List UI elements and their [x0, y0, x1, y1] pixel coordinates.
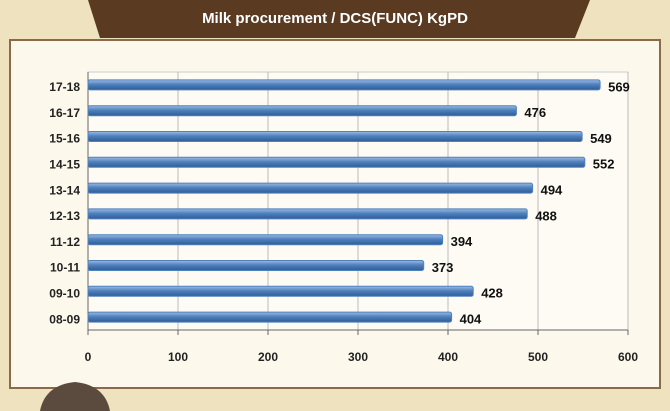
y-tick-label: 09-10	[49, 286, 80, 300]
y-tick-label: 16-17	[49, 106, 80, 120]
value-label: 552	[593, 157, 615, 172]
bar	[88, 209, 527, 219]
value-label: 569	[608, 79, 630, 94]
chart-title: Milk procurement / DCS(FUNC) KgPD	[202, 10, 468, 27]
y-tick-label: 15-16	[49, 132, 80, 146]
bar	[88, 106, 516, 116]
bar	[88, 286, 473, 296]
value-label: 428	[481, 286, 503, 301]
x-tick-label: 300	[348, 350, 368, 364]
y-tick-label: 13-14	[49, 183, 80, 197]
y-tick-label: 11-12	[50, 235, 80, 249]
x-tick-label: 400	[438, 350, 458, 364]
bar	[88, 312, 452, 322]
y-tick-label: 17-18	[49, 80, 80, 94]
value-label: 476	[524, 105, 546, 120]
value-label: 549	[590, 131, 612, 146]
bar	[88, 80, 600, 90]
value-label: 404	[460, 312, 482, 327]
y-tick-label: 10-11	[50, 261, 80, 275]
bar	[88, 183, 533, 193]
bar	[88, 235, 443, 245]
y-tick-label: 14-15	[49, 157, 80, 171]
value-label: 494	[541, 183, 563, 198]
x-tick-label: 200	[258, 350, 278, 364]
x-tick-label: 0	[85, 350, 92, 364]
value-label: 394	[451, 234, 473, 249]
x-tick-label: 500	[528, 350, 548, 364]
bar	[88, 132, 582, 142]
y-tick-label: 08-09	[49, 312, 80, 326]
value-label: 488	[535, 208, 557, 223]
x-tick-label: 100	[168, 350, 188, 364]
bar	[88, 261, 424, 271]
x-tick-label: 600	[618, 350, 638, 364]
y-tick-label: 12-13	[49, 209, 80, 223]
value-label: 373	[432, 260, 454, 275]
bar	[88, 157, 585, 167]
chart: Milk procurement / DCS(FUNC) KgPD 0 100 20…	[0, 0, 670, 411]
